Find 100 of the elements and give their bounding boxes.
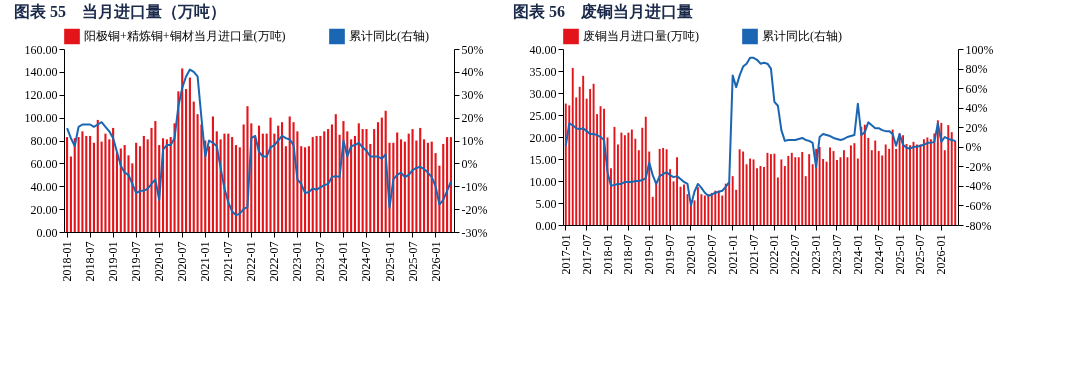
x-tick-label: 2017-01 [558,234,573,275]
bar [449,137,452,232]
x-tick-label: 2022-01 [244,241,259,282]
y2-tick-label: 80% [965,62,988,77]
bar [365,129,368,232]
x-tick-label: 2022-07 [788,234,803,275]
bar [304,147,307,232]
bar [85,135,88,232]
bar [238,147,241,232]
bar [269,117,272,232]
y-tick-label: 40.00 [529,42,557,57]
bar [357,123,360,232]
bar [319,135,322,232]
y2-tick-label: 40% [461,65,484,80]
bar [66,137,69,232]
x-tick-label: 2018-01 [600,234,615,275]
bar [399,139,403,232]
x-tick-label: 2019-07 [129,241,144,282]
x-tick-label: 2023-07 [313,241,328,282]
y2-tick-label: 30% [461,88,484,103]
x-tick-label: 2026-01 [934,234,949,275]
bar [211,116,214,232]
y-tick-label: 10.00 [529,174,557,189]
y-tick-label: 160.00 [24,42,58,57]
y-tick-label: 80.00 [30,134,58,148]
x-tick-label: 2023-01 [290,241,305,282]
bar [261,133,264,232]
x-tick-label: 2026-01 [428,241,443,282]
bar [350,139,353,232]
bar [92,142,95,232]
x-tick-label: 2024-07 [359,241,374,282]
bar [135,142,138,232]
y2-tick-label: 50% [461,42,484,57]
bar [423,139,426,232]
x-tick-label: 2024-01 [336,241,351,282]
x-tick-label: 2025-07 [405,241,420,282]
bar [234,145,238,232]
x-tick-label: 2024-01 [850,234,865,275]
bar [380,117,383,232]
x-tick-label: 2025-01 [892,234,907,275]
y-tick-label: 60.00 [30,156,58,171]
bar [181,68,184,232]
x-tick-label: 2024-07 [871,234,886,275]
bar [288,116,291,232]
x-tick-label: 2020-07 [175,241,190,282]
y-tick-label: 30.00 [529,86,557,101]
bar [376,122,380,232]
bar [403,141,406,232]
bar [104,133,107,232]
x-tick-label: 2022-07 [267,241,282,282]
y-tick-label: 0.00 [535,218,557,233]
y-tick-label: 0.00 [36,225,58,240]
y-tick-label: 100.00 [24,111,58,126]
y2-tick-label: 60% [965,81,988,96]
line-series [564,56,957,207]
bar [277,125,280,232]
bar [89,135,92,232]
bar [280,122,284,232]
y2-tick-label: 40% [965,101,988,116]
y2-tick-label: -10% [461,179,488,194]
y-tick-label: 20.00 [30,202,58,217]
bar [327,129,330,232]
x-tick-label: 2020-01 [683,234,698,275]
bar [254,137,257,232]
bar [69,156,72,232]
bar [353,135,357,232]
bar [138,146,142,232]
y2-tick-label: 100% [965,42,994,57]
bar [419,127,422,232]
legend-label: 累计同比(右轴) [762,29,842,44]
y-tick-label: 20.00 [529,130,557,145]
y-tick-label: 25.00 [529,108,557,123]
legend-label: 阳极铜+精炼铜+铜材当月进口量(万吨) [84,29,286,44]
bar [208,146,211,232]
x-tick-label: 2017-07 [579,234,594,275]
bar [154,121,157,232]
bar [407,133,410,232]
bar [142,135,145,232]
x-tick-label: 2018-07 [621,234,636,275]
y2-tick-label: -80% [965,218,992,233]
y-tick-label: 120.00 [24,88,58,103]
x-tick-label: 2019-07 [663,234,678,275]
bar [192,101,195,232]
bar [426,142,429,232]
bar [96,119,99,232]
bar [185,89,188,232]
bar [315,135,318,232]
y2-tick-label: 0% [965,140,982,155]
y-tick-label: 5.00 [535,196,557,211]
y-tick-label: 15.00 [529,152,557,167]
bar [223,133,226,232]
y2-tick-label: -40% [965,179,992,194]
chart-title: 图表 55 当月进口量（万吨） [14,3,226,21]
x-tick-label: 2023-01 [809,234,824,275]
bar [323,131,326,232]
x-tick-label: 2021-01 [725,234,740,275]
bar [231,137,234,232]
line-series [66,68,452,217]
y-tick-label: 35.00 [529,64,557,79]
x-tick-label: 2020-07 [704,234,719,275]
